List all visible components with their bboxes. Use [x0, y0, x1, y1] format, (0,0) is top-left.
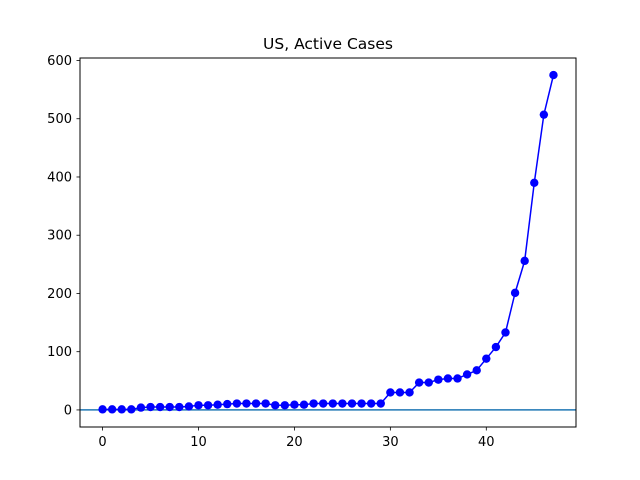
data-point-23	[319, 399, 328, 408]
data-point-42	[501, 328, 510, 337]
data-point-24	[328, 399, 337, 408]
data-point-25	[338, 399, 347, 408]
chart-title: US, Active Cases	[263, 35, 393, 53]
data-point-2	[117, 405, 126, 414]
data-point-31	[395, 388, 405, 397]
data-point-12	[213, 400, 222, 409]
data-point-37	[453, 374, 462, 383]
data-point-18	[271, 401, 280, 410]
x-tick-label-40: 40	[478, 435, 495, 450]
data-point-36	[443, 374, 453, 383]
data-point-38	[462, 370, 472, 379]
y-tick-label-200: 200	[47, 287, 72, 302]
y-tick-label-300: 300	[47, 229, 72, 244]
data-point-43	[510, 288, 520, 298]
x-axis: 0 10 20 30 40	[98, 427, 495, 450]
data-point-33	[414, 378, 424, 387]
data-point-19	[280, 401, 290, 410]
data-point-5	[146, 402, 155, 412]
data-point-21	[299, 400, 309, 409]
data-point-32	[405, 388, 414, 397]
data-point-0	[98, 405, 107, 414]
data-point-3	[127, 405, 136, 414]
data-point-44	[520, 256, 529, 266]
data-point-41	[491, 342, 501, 352]
data-point-40	[482, 354, 491, 363]
data-point-13	[223, 399, 232, 409]
plot-area	[80, 70, 576, 414]
data-point-7	[165, 402, 174, 412]
data-point-30	[386, 388, 395, 397]
x-tick-label-0: 0	[98, 435, 106, 450]
data-point-1	[107, 405, 117, 414]
data-point-22	[309, 399, 318, 408]
data-point-15	[242, 399, 251, 408]
x-tick-label-30: 30	[382, 435, 399, 450]
data-point-45	[530, 178, 539, 188]
data-point-46	[539, 110, 549, 119]
y-tick-label-100: 100	[47, 345, 72, 360]
y-axis: 0 100 200 300 400 500 600	[47, 54, 80, 418]
data-point-35	[434, 375, 443, 384]
data-point-27	[357, 399, 366, 408]
plot-inner	[80, 70, 576, 414]
y-tick-label-600: 600	[47, 54, 72, 69]
data-point-39	[472, 366, 481, 375]
data-point-16	[251, 399, 261, 408]
data-point-10	[194, 401, 203, 410]
data-point-4	[136, 403, 146, 412]
data-point-14	[232, 399, 242, 408]
data-point-17	[261, 399, 270, 408]
x-tick-label-20: 20	[286, 435, 303, 450]
data-point-11	[203, 401, 213, 410]
data-point-29	[376, 399, 385, 408]
x-tick-label-10: 10	[190, 435, 207, 450]
data-point-47	[549, 70, 558, 80]
y-tick-label-0: 0	[64, 403, 72, 418]
data-point-9	[184, 402, 194, 411]
data-point-8	[175, 402, 184, 412]
data-point-26	[347, 399, 357, 408]
y-tick-label-400: 400	[47, 170, 72, 185]
data-point-28	[366, 399, 376, 408]
data-point-6	[155, 402, 165, 412]
y-tick-label-500: 500	[47, 112, 72, 127]
data-point-34	[424, 378, 433, 387]
plot-frame	[79, 57, 577, 428]
data-point-20	[290, 400, 299, 409]
